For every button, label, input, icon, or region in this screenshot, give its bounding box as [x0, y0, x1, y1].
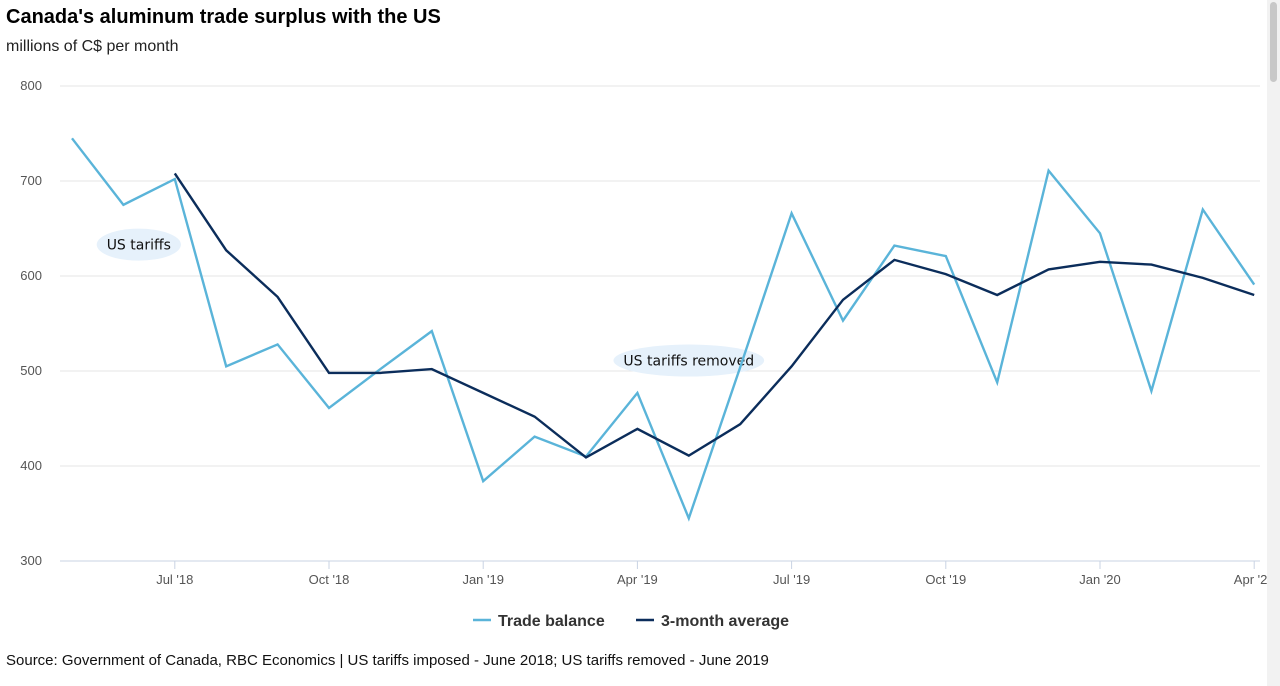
data-point	[121, 203, 125, 207]
data-point	[276, 342, 280, 346]
data-point	[70, 136, 74, 140]
legend-label: 3-month average	[661, 613, 789, 630]
legend-item[interactable]: 3-month average	[636, 613, 789, 630]
series-3-month-average	[173, 171, 1256, 459]
annotation-bubble	[96, 228, 181, 261]
data-point	[1047, 267, 1051, 271]
data-point	[790, 364, 794, 368]
series-line	[71, 137, 1256, 522]
data-point	[1098, 231, 1102, 235]
data-point	[378, 371, 382, 375]
data-point	[276, 295, 280, 299]
chart-title: Canada's aluminum trade surplus with the…	[6, 6, 441, 28]
data-point	[1201, 276, 1205, 280]
annotation-label: US tariffs	[107, 238, 171, 254]
annotation-label: US tariffs removed	[623, 354, 754, 370]
data-point	[892, 244, 896, 248]
data-point	[327, 406, 331, 410]
series-line	[173, 172, 1255, 459]
x-tick-label: Oct '18	[309, 572, 350, 587]
annotations: US tariffs US tariffs removed	[96, 228, 765, 377]
annotation: US tariffs removed	[613, 344, 765, 377]
data-point	[841, 298, 845, 302]
scrollbar-thumb[interactable]	[1270, 2, 1277, 82]
data-point	[635, 391, 639, 395]
data-point	[481, 391, 485, 395]
data-point	[327, 371, 331, 375]
y-tick-label: 400	[20, 458, 42, 473]
series-lines	[70, 136, 1256, 522]
data-point	[995, 293, 999, 297]
data-point	[1149, 263, 1153, 267]
annotation-bubble	[613, 344, 765, 377]
data-point	[224, 248, 228, 252]
data-point	[944, 272, 948, 276]
data-point	[892, 258, 896, 262]
legend-item[interactable]: Trade balance	[473, 613, 605, 630]
source-note: Source: Government of Canada, RBC Econom…	[6, 652, 769, 669]
x-tick-label: Oct '19	[925, 572, 966, 587]
data-point	[430, 367, 434, 371]
chart-subtitle: millions of C$ per month	[6, 38, 179, 55]
x-tick-label: Apr '19	[617, 572, 658, 587]
data-point	[944, 254, 948, 258]
data-point	[1252, 293, 1256, 297]
data-point	[481, 479, 485, 483]
series-trade-balance	[70, 136, 1256, 522]
data-point	[687, 454, 691, 458]
data-point	[430, 329, 434, 333]
data-point	[635, 427, 639, 431]
y-tick-label: 300	[20, 553, 42, 568]
data-point	[1252, 283, 1256, 287]
data-point	[1098, 260, 1102, 264]
data-point	[841, 319, 845, 323]
x-tick-label: Jul '18	[156, 572, 193, 587]
y-axis: 300 400 500 600 700 800	[20, 78, 42, 568]
x-axis: Jul '18 Oct '18 Jan '19 Apr '19 Jul '19 Oct '…	[156, 561, 1275, 587]
data-point	[687, 516, 691, 520]
x-tick-label: Jul '19	[773, 572, 810, 587]
data-point	[738, 422, 742, 426]
data-point	[738, 365, 742, 369]
legend-label: Trade balance	[498, 613, 605, 630]
data-point	[1047, 169, 1051, 173]
data-point	[378, 367, 382, 371]
annotation: US tariffs	[96, 228, 181, 261]
x-tick-label: Jan '20	[1079, 572, 1121, 587]
y-tick-label: 600	[20, 268, 42, 283]
legend[interactable]: Trade balance 3-month average	[473, 613, 789, 630]
data-point	[533, 435, 537, 439]
data-point	[1149, 389, 1153, 393]
x-tick-label: Jan '19	[462, 572, 504, 587]
data-point	[224, 364, 228, 368]
y-tick-label: 500	[20, 363, 42, 378]
data-point	[173, 177, 177, 181]
x-tick-label: Apr '20	[1234, 572, 1275, 587]
data-point	[533, 415, 537, 419]
data-point	[995, 380, 999, 384]
data-point	[173, 171, 177, 175]
data-point	[584, 455, 588, 459]
data-point	[790, 211, 794, 215]
data-point	[1201, 208, 1205, 212]
grid-lines	[60, 85, 1260, 562]
y-tick-label: 800	[20, 78, 42, 93]
y-tick-label: 700	[20, 173, 42, 188]
scrollbar[interactable]	[1267, 0, 1280, 686]
